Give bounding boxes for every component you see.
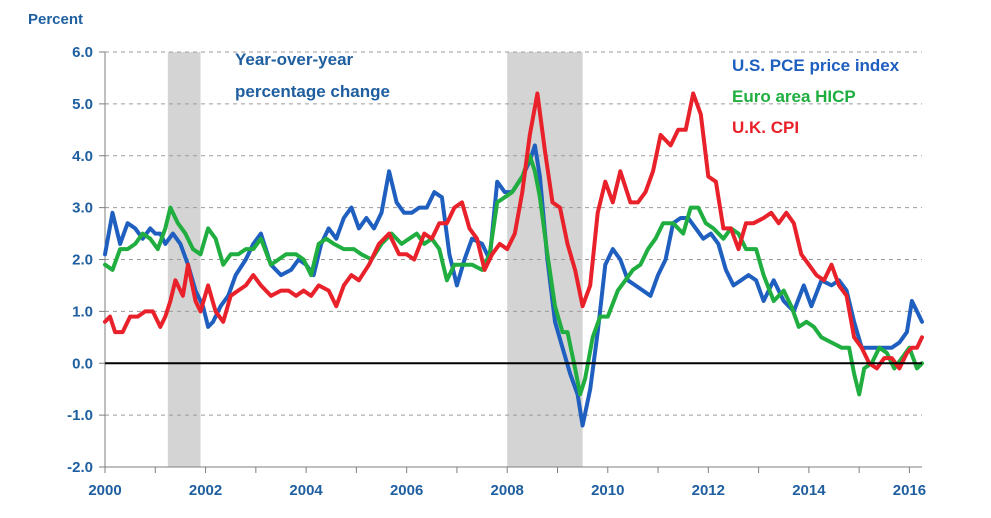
annotation-line-1: Year-over-year [235, 50, 354, 69]
y-axis-label: Percent [28, 11, 83, 28]
y-tick-label-3: 1.0 [72, 303, 93, 320]
data-series [103, 91, 924, 428]
x-tick-label-0: 2000 [88, 482, 121, 499]
y-tick-label-8: 6.0 [72, 44, 93, 61]
y-tick-label-4: 2.0 [72, 252, 93, 269]
x-tick-label-6: 2012 [692, 482, 725, 499]
grid-lines [105, 51, 922, 416]
y-tick-label-1: -1.0 [67, 407, 93, 424]
recession-shading [167, 52, 583, 467]
series-line-2 [103, 91, 924, 371]
y-tick-label-2: 0.0 [72, 355, 93, 372]
annotation-line-2: percentage change [235, 82, 390, 101]
y-tick-label-5: 3.0 [72, 200, 93, 217]
x-tick-label-7: 2014 [792, 482, 826, 499]
legend-us-pce: U.S. PCE price index [732, 56, 900, 75]
legend-uk-cpi: U.K. CPI [732, 118, 799, 137]
x-tick-label-2: 2004 [289, 482, 323, 499]
legend-euro-hicp: Euro area HICP [732, 87, 856, 106]
x-tick-label-3: 2006 [390, 482, 423, 499]
y-tick-label-6: 4.0 [72, 148, 93, 165]
y-tick-label-7: 5.0 [72, 96, 93, 113]
x-tick-label-8: 2016 [893, 482, 926, 499]
x-tick-label-1: 2002 [189, 482, 222, 499]
x-tick-label-4: 2008 [491, 482, 524, 499]
y-tick-label-0: -2.0 [67, 459, 93, 476]
tick-labels: -2.0 -1.0 0.0 1.0 2.0 3.0 4.0 5.0 6.0 2000 2002 200… [67, 44, 926, 499]
x-tick-label-5: 2010 [591, 482, 624, 499]
axes [99, 51, 922, 473]
